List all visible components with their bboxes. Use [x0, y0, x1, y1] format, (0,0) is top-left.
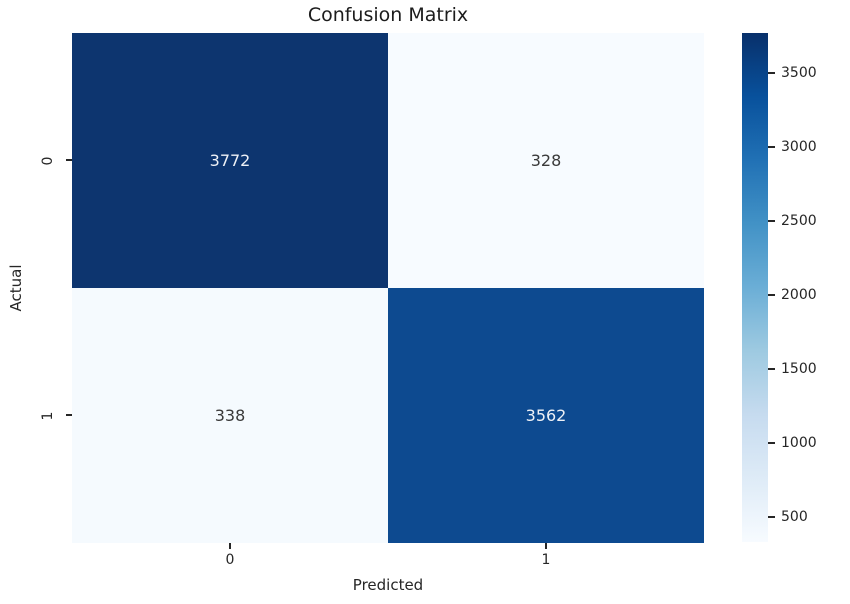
colorbar-tick-mark	[768, 219, 775, 222]
y-tick-mark-0	[66, 159, 72, 161]
colorbar-tick-label: 3500	[781, 65, 817, 82]
x-tick-mark-0	[229, 543, 231, 549]
x-tick-mark-1	[545, 543, 547, 549]
colorbar-tick-label: 500	[781, 508, 808, 525]
cell-value: 338	[214, 406, 246, 425]
colorbar-tick-mark	[768, 515, 775, 518]
cell-value: 3772	[209, 151, 251, 170]
colorbar-tick-label: 1500	[781, 360, 817, 377]
colorbar-tick-mark	[768, 72, 775, 75]
colorbar	[742, 33, 768, 542]
matrix-cell-true-positive: 3562	[388, 288, 704, 543]
y-axis-label: Actual	[7, 264, 25, 312]
y-tick-label-1: 1	[40, 411, 56, 421]
chart-title: Confusion Matrix	[307, 4, 469, 26]
x-tick-label-0: 0	[225, 552, 235, 568]
x-tick-label-1: 1	[541, 552, 551, 568]
x-axis-label: Predicted	[352, 576, 424, 594]
y-tick-mark-1	[66, 414, 72, 416]
cell-value: 328	[530, 151, 562, 170]
colorbar-tick-label: 2500	[781, 212, 817, 229]
colorbar-tick-mark	[768, 146, 775, 149]
matrix-cell-true-negative: 3772	[72, 33, 388, 288]
matrix-cell-false-positive: 328	[388, 33, 704, 288]
colorbar-ticks: 500 1000 1500 2000 2500 3000 3500	[768, 33, 848, 542]
y-tick-label-0: 0	[40, 156, 56, 166]
cell-value: 3562	[525, 406, 567, 425]
heatmap-grid: 3772 328 338 3562	[72, 33, 704, 543]
colorbar-tick-mark	[768, 441, 775, 444]
colorbar-tick-mark	[768, 367, 775, 370]
colorbar-tick-mark	[768, 293, 775, 296]
colorbar-tick-label: 1000	[781, 434, 817, 451]
colorbar-tick-label: 3000	[781, 139, 817, 156]
colorbar-tick-label: 2000	[781, 286, 817, 303]
matrix-cell-false-negative: 338	[72, 288, 388, 543]
